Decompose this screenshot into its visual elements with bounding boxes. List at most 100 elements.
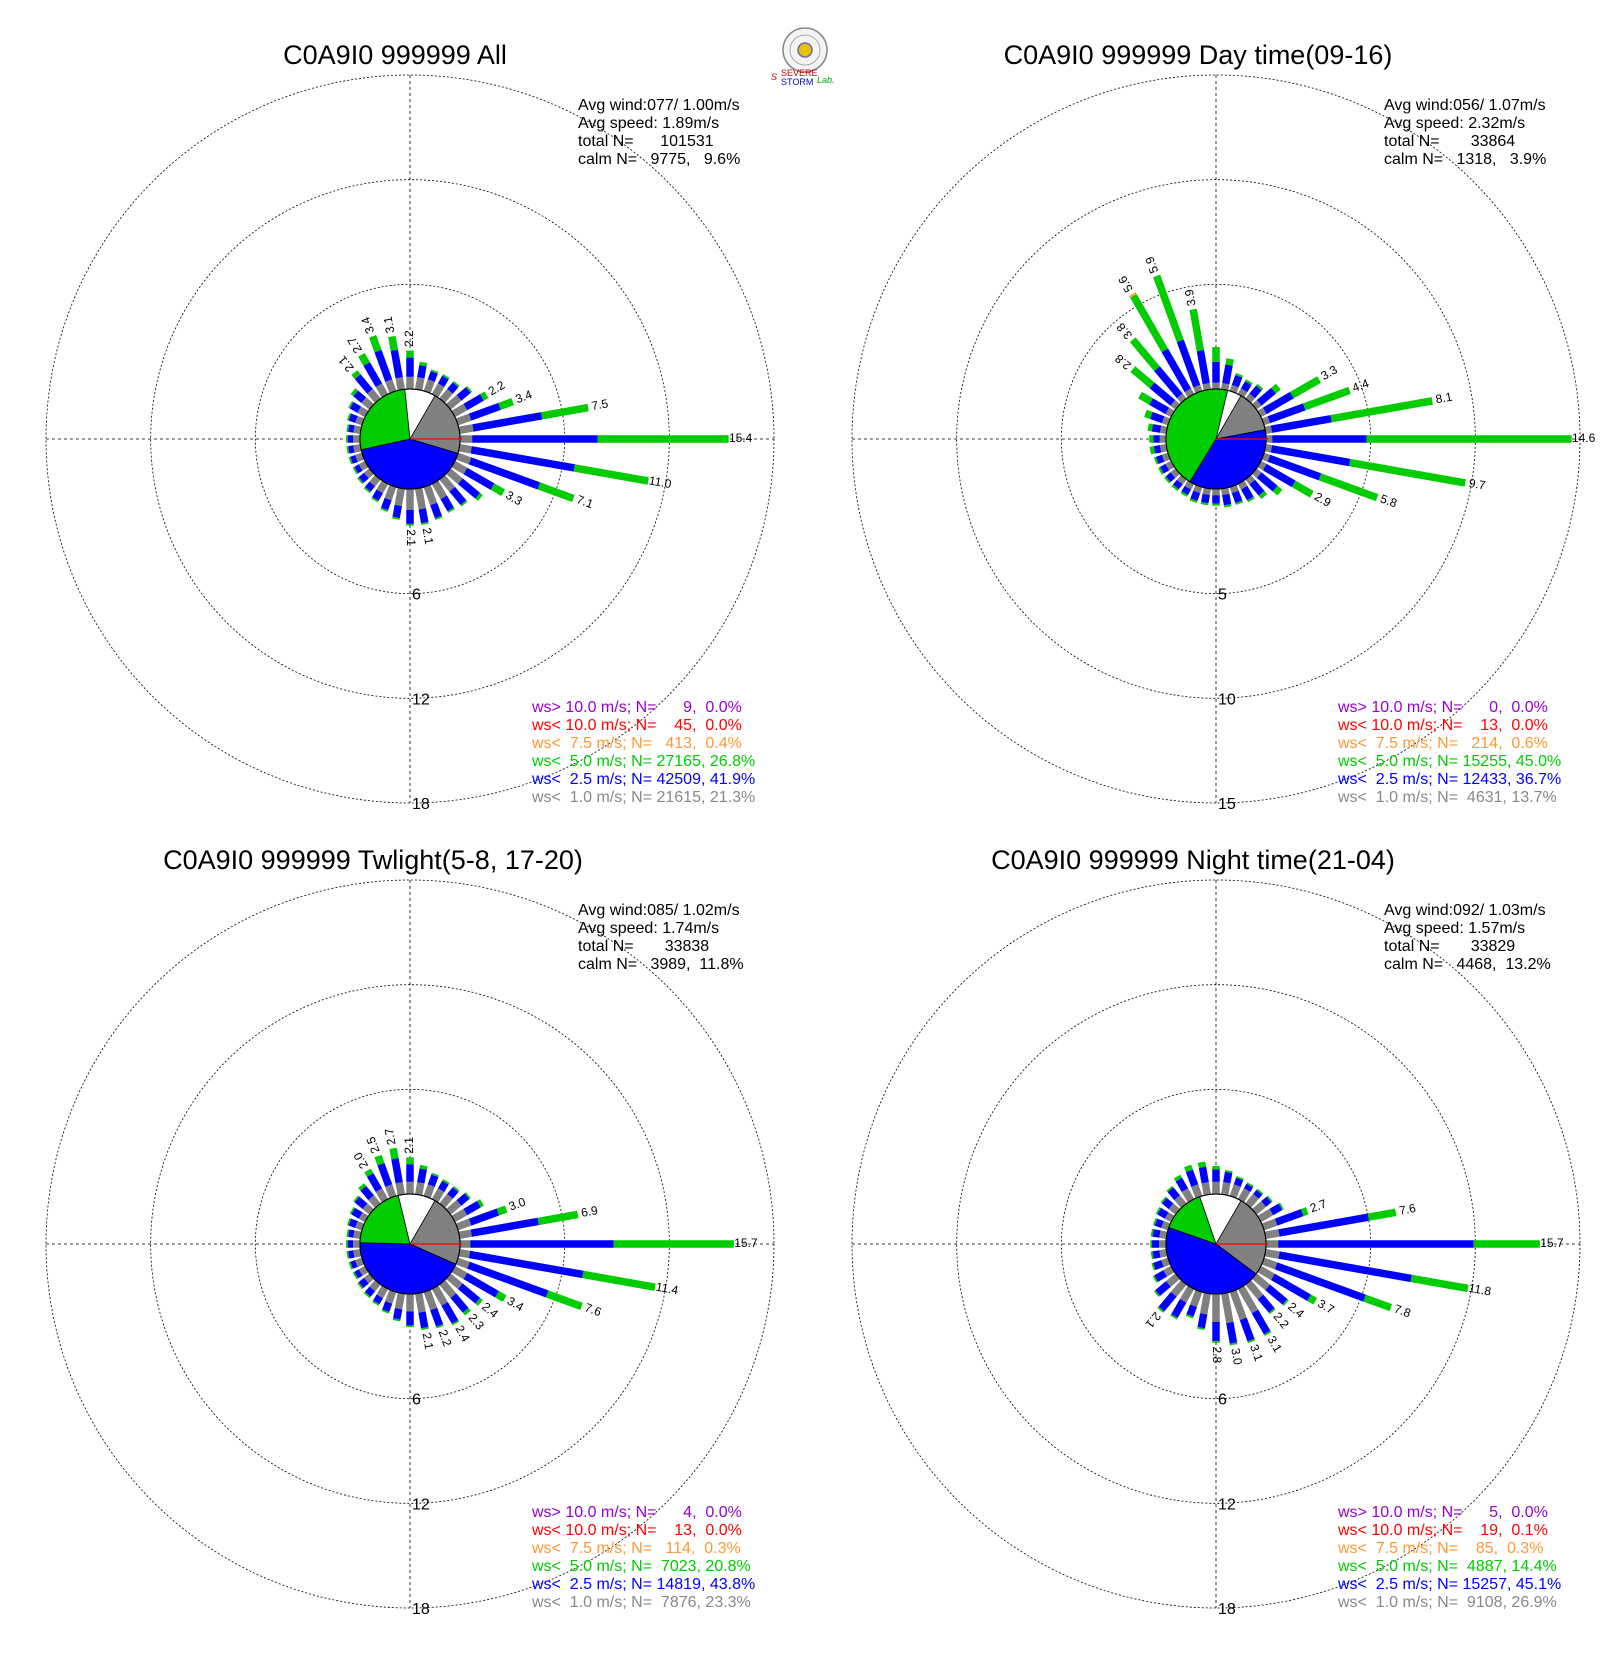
bar-value-label: 15.7 — [734, 1236, 758, 1250]
bar-segment-gray — [376, 480, 389, 494]
sector-bar-10 — [414, 361, 428, 391]
bar-segment-green — [349, 1207, 355, 1215]
bar-segment-blue — [1240, 485, 1254, 501]
bar-segment-gray — [1202, 382, 1212, 391]
bar-segment-gray — [1261, 1218, 1278, 1231]
bar-segment-gray — [355, 1220, 365, 1231]
bar-segment-gray — [1159, 1230, 1168, 1240]
sector-bar-280 — [1150, 1228, 1168, 1240]
bar-segment-blue — [1175, 1177, 1189, 1192]
bar-segment-blue — [1240, 381, 1252, 393]
bar-segment-blue — [470, 446, 575, 472]
sector-bar-250 — [1151, 1257, 1171, 1271]
sector-bar-280 — [1147, 423, 1168, 435]
bar-segment-green — [363, 486, 371, 494]
sector-bar-320 — [358, 1183, 381, 1209]
sector-bar-320 — [1129, 337, 1187, 404]
bar-segment-blue — [1251, 1309, 1271, 1335]
wind-stat-line: Avg speed: 1.74m/s — [578, 920, 719, 937]
wind-stat-line: Avg speed: 1.89m/s — [578, 115, 719, 132]
bar-segment-green — [1318, 473, 1379, 502]
bar-segment-blue — [349, 402, 362, 413]
wind-rose-panels: 6121815.411.07.57.13.43.32.22.12.12.23.1… — [45, 40, 1596, 1618]
sector-bar-40 — [1245, 1188, 1264, 1209]
bar-segment-green — [406, 1157, 414, 1165]
bar-segment-blue — [393, 1308, 403, 1320]
bar-segment-blue — [364, 1286, 376, 1297]
bar-segment-blue — [347, 1240, 354, 1248]
sector-bar-80 — [1264, 1208, 1397, 1240]
bar-segment-blue — [1278, 1251, 1412, 1283]
bar-segment-green — [597, 435, 729, 443]
sector-bar-30 — [1237, 379, 1253, 398]
bar-value-label: 2.1 — [420, 1332, 437, 1351]
sector-bar-260 — [346, 1248, 362, 1259]
bar-segment-gray — [1176, 393, 1187, 404]
bar-value-label: 2.1 — [402, 1137, 416, 1154]
sector-bar-140 — [439, 474, 468, 507]
sector-bar-170 — [1220, 487, 1232, 508]
bar-segment-gray — [353, 1240, 360, 1248]
bar-segment-green — [1147, 423, 1153, 432]
bar-segment-green — [1330, 397, 1433, 423]
sector-bar-200 — [1185, 1289, 1203, 1319]
calm-pie — [359, 388, 462, 490]
wind-stat-line: total N= 101531 — [578, 133, 714, 150]
bar-segment-gray — [1163, 1265, 1175, 1277]
bar-value-label: 15.7 — [1540, 1236, 1564, 1250]
bar-segment-green — [392, 516, 400, 520]
bar-segment-blue — [350, 454, 358, 464]
sector-bar-320 — [351, 370, 381, 404]
bar-segment-blue — [1172, 479, 1183, 490]
bar-segment-green — [1197, 1161, 1207, 1168]
bar-segment-green — [348, 401, 354, 409]
bar-segment-gray — [431, 383, 445, 398]
bar-segment-green — [1166, 1185, 1174, 1193]
logo-seal-ring-icon — [789, 34, 821, 66]
bar-segment-gray — [1220, 1292, 1234, 1324]
bar-segment-green — [1349, 458, 1466, 487]
bar-segment-green — [498, 398, 515, 410]
bar-segment-green — [1184, 1164, 1193, 1173]
sector-bar-120 — [451, 460, 506, 497]
sector-bar-110 — [1261, 1257, 1393, 1312]
bar-segment-gray — [1251, 1273, 1271, 1291]
speed-legend-entry: ws> 10.0 m/s; N= 9, 0.0% — [531, 699, 742, 716]
sector-bar-270 — [1149, 435, 1167, 443]
bar-segment-green — [545, 1290, 583, 1310]
bar-segment-gray — [406, 1181, 414, 1194]
wind-stat-line: Avg wind:056/ 1.07m/s — [1384, 97, 1546, 114]
bar-segment-green — [1236, 1176, 1244, 1181]
bar-segment-gray — [445, 468, 463, 485]
bar-segment-blue — [1197, 1313, 1208, 1329]
bar-segment-gray — [353, 435, 360, 443]
bar-segment-green — [1225, 358, 1234, 366]
bar-segment-gray — [431, 1188, 445, 1203]
bar-segment-gray — [375, 1188, 389, 1203]
bar-segment-green — [582, 1270, 656, 1291]
logo-lab-word: Lab. — [817, 75, 835, 85]
bar-segment-gray — [357, 406, 369, 418]
bar-segment-green — [353, 1195, 360, 1203]
wind-stat-line: Avg wind:077/ 1.00m/s — [578, 97, 740, 114]
bar-segment-gray — [460, 435, 473, 443]
bar-segment-green — [371, 497, 379, 503]
bar-segment-green — [380, 507, 389, 512]
speed-legend-entry: ws< 7.5 m/s; N= 114, 0.3% — [531, 1540, 741, 1557]
bar-segment-green — [1212, 1341, 1220, 1343]
ring-label-3: 18 — [1218, 1601, 1236, 1618]
bar-segment-blue — [1196, 349, 1210, 385]
sector-bar-270 — [346, 1240, 360, 1248]
bar-segment-blue — [463, 1272, 499, 1298]
bar-segment-blue — [374, 349, 393, 382]
bar-segment-blue — [430, 502, 442, 519]
bar-segment-blue — [1153, 435, 1160, 443]
bar-segment-gray — [1245, 1279, 1264, 1300]
speed-legend-entry: ws< 10.0 m/s; N= 19, 0.1% — [1337, 1522, 1548, 1539]
bar-segment-blue — [463, 394, 484, 411]
speed-legend-entry: ws< 5.0 m/s; N= 15255, 45.0% — [1337, 753, 1561, 770]
bar-segment-green — [480, 391, 489, 401]
sector-bar-150 — [431, 1285, 460, 1326]
bar-segment-green — [1229, 1342, 1238, 1346]
bar-segment-green — [1212, 1166, 1220, 1170]
